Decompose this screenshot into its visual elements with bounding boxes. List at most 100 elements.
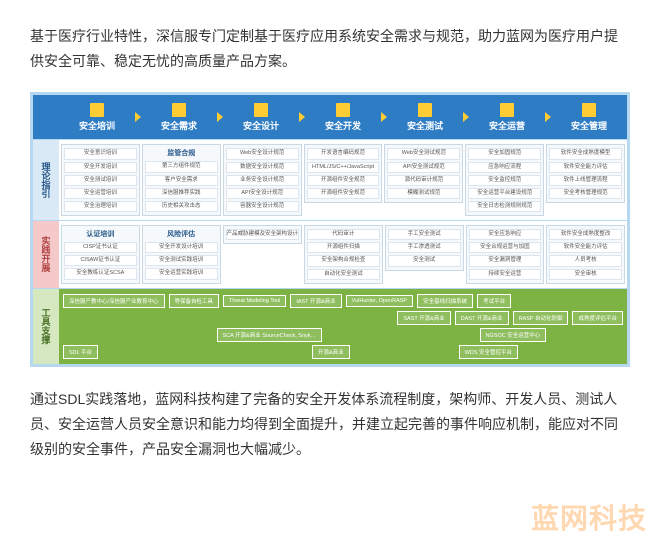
header-cell: 安全开发	[305, 103, 381, 132]
header-cell: 安全管理	[551, 103, 627, 132]
card-item: 软件安全能力评估	[549, 242, 622, 253]
tool-chip: 开源&商业	[312, 345, 350, 359]
diagram-col: Web安全测试规范API安全测试规范源代码审计规范模糊测试规范	[384, 144, 463, 216]
header-label: 安全运营	[489, 119, 525, 132]
card-item: CISP证书认证	[64, 242, 137, 253]
card-item: 人员考核	[549, 255, 622, 266]
tool-chip: 深信服产教中心/深信服产业教育中心	[63, 294, 165, 308]
card-item: 源代码审计规范	[387, 175, 460, 186]
header-cell: 安全需求	[141, 103, 217, 132]
diagram-card: 软件安全成熟度模型软件安全能力评估软件上线管理流程安全考核管理规范	[546, 144, 625, 203]
diagram-card: 认证培训 CISP证书认证 CISAW证书认证安全教练认证SCSA	[61, 225, 140, 283]
card-item: 安全应急响应	[469, 229, 542, 240]
tool-chip: VulHunter, OpenRASP	[346, 295, 413, 307]
diagram-card: 手工安全测试手工渗透测试安全测试	[385, 225, 464, 270]
tool-line: SDL 平台开源&商业WDS 安全管控平台	[63, 345, 623, 359]
diagram-card: Web安全设计规范数据安全设计规范业务安全设计规范API安全设计规范容器安全设计…	[223, 144, 302, 216]
header-label: 安全管理	[571, 119, 607, 132]
header-cell: 安全测试	[387, 103, 463, 132]
diagram-card: 监管合规第三方组件规范客户安全需求深信服推荐实践历史相关攻击态	[142, 144, 221, 216]
card-item: 软件安全成熟度模型	[549, 148, 622, 159]
tool-chip: 成熟度评估平台	[572, 311, 623, 325]
diagram-card: Web安全测试规范API安全测试规范源代码审计规范模糊测试规范	[384, 144, 463, 203]
card-title: 认证培训	[64, 229, 137, 240]
card-item: 安全审核	[549, 269, 622, 280]
tool-chip: SCA 开源&商业 SourceCheck, Snyk…	[217, 328, 323, 342]
header-cell: 安全运营	[469, 103, 545, 132]
diagram-col: 产品威胁建模及安全架构设计	[223, 225, 303, 284]
header-row: 安全培训 安全需求 安全设计 安全开发 安全测试 安全运营 安全	[33, 95, 627, 139]
card-item: 安全合规运营与加固	[469, 242, 542, 253]
card-title: 监管合规	[145, 148, 218, 159]
card-item: 应急响应流程	[468, 162, 541, 173]
tool-chip: IAST 开源&商业	[290, 294, 341, 308]
diagram-col: 监管合规第三方组件规范客户安全需求深信服推荐实践历史相关攻击态	[142, 144, 221, 216]
diagram-card: 安全应急响应安全合规运营与加固安全漏洞管理持续安全运营	[466, 225, 545, 284]
diagram-card: 安全加固规范应急响应流程安全监控规范安全运营平台建设规范安全日志检测规则规范	[465, 144, 544, 216]
card-item: 软件安全能力评估	[549, 162, 622, 173]
card-item: 自动化安全测试	[307, 269, 380, 280]
card-item: CISAW证书认证	[64, 255, 137, 266]
card-item: 安全教练认证SCSA	[64, 268, 137, 279]
diagram-col: 认证培训 CISP证书认证 CISAW证书认证安全教练认证SCSA	[61, 225, 140, 284]
card-item: 开源组件安全规范	[307, 175, 380, 186]
card-item: 安全监控规范	[468, 175, 541, 186]
diagram-card: 产品威胁建模及安全架构设计	[223, 225, 303, 244]
develop-icon	[336, 103, 350, 117]
card-item: 模糊测试规范	[387, 188, 460, 199]
card-item: 开源组件扫描	[307, 242, 380, 253]
header-cell: 安全培训	[59, 103, 135, 132]
card-item: 开源组件安全规范	[307, 188, 380, 199]
diagram-col: 安全加固规范应急响应流程安全监控规范安全运营平台建设规范安全日志检测规则规范	[465, 144, 544, 216]
tools-cells: 深信服产教中心/深信服产业教育中心等保备自检工具Threat Modeling …	[59, 289, 627, 364]
diagram-col: 安全应急响应安全合规运营与加固安全漏洞管理持续安全运营	[466, 225, 545, 284]
card-item: 安全测试	[388, 255, 461, 266]
header-label: 安全测试	[407, 119, 443, 132]
card-item: 安全开发培训	[64, 162, 137, 173]
tool-chip: NGSOC 安全运营中心	[480, 328, 547, 342]
tool-chip: SAST 开源&商业	[397, 311, 450, 325]
theory-cells: 安全意识培训安全开发培训安全测试培训安全运营培训安全治理培训监管合规第三方组件规…	[59, 140, 627, 220]
tool-line: 深信服产教中心/深信服产业教育中心等保备自检工具Threat Modeling …	[63, 294, 623, 308]
card-item: 第三方组件规范	[145, 161, 218, 172]
tool-chip: Threat Modeling Tool	[223, 295, 286, 307]
card-item: 代码审计	[307, 229, 380, 240]
diagram-col: 安全意识培训安全开发培训安全测试培训安全运营培训安全治理培训	[61, 144, 140, 216]
requirement-icon	[172, 103, 186, 117]
card-item: 安全意识培训	[64, 148, 137, 159]
tool-chip: 安全基线扫描系统	[417, 294, 473, 308]
diagram-col: 风险评估安全开发设计培训安全测试实践培训安全运营实践培训	[142, 225, 221, 284]
header-label: 安全培训	[79, 119, 115, 132]
diagram-card: 开发语言编码规范HTML/JS/C++/JavaScript开源组件安全规范开源…	[304, 144, 383, 203]
card-item: 客户安全需求	[145, 175, 218, 186]
card-item: 安全架构合规检查	[307, 255, 380, 266]
tool-chip: 考试平台	[477, 294, 511, 308]
header-label: 安全需求	[161, 119, 197, 132]
card-item: 安全运营平台建设规范	[468, 188, 541, 199]
theory-row: 理论指引 安全意识培训安全开发培训安全测试培训安全运营培训安全治理培训监管合规第…	[33, 139, 627, 220]
tool-chip: DAST 开源&商业	[455, 311, 509, 325]
card-item: 安全测试实践培训	[145, 255, 218, 266]
tools-row-label: 工具支撑	[33, 289, 59, 364]
diagram-col: Web安全设计规范数据安全设计规范业务安全设计规范API安全设计规范容器安全设计…	[223, 144, 302, 216]
card-item: 安全日志检测规则规范	[468, 201, 541, 212]
ops-icon	[500, 103, 514, 117]
tool-chip: SDL 平台	[63, 345, 98, 359]
card-item: 深信服推荐实践	[145, 188, 218, 199]
test-icon	[418, 103, 432, 117]
training-icon	[90, 103, 104, 117]
diagram-card: 安全意识培训安全开发培训安全测试培训安全运营培训安全治理培训	[61, 144, 140, 216]
diagram-col: 代码审计开源组件扫描安全架构合规检查自动化安全测试	[304, 225, 383, 284]
manage-icon	[582, 103, 596, 117]
card-item: 手工渗透测试	[388, 242, 461, 253]
card-item: API安全设计规范	[226, 188, 299, 199]
card-item: 产品威胁建模及安全架构设计	[226, 229, 300, 240]
diagram-card: 代码审计开源组件扫描安全架构合规检查自动化安全测试	[304, 225, 383, 284]
card-item: 安全开发设计培训	[145, 242, 218, 253]
card-item: 容器安全设计规范	[226, 201, 299, 212]
card-item: 安全测试培训	[64, 175, 137, 186]
card-item: 软件上线管理流程	[549, 175, 622, 186]
diagram-col: 手工安全测试手工渗透测试安全测试	[385, 225, 464, 284]
diagram-card: 风险评估安全开发设计培训安全测试实践培训安全运营实践培训	[142, 225, 221, 283]
practice-row: 实践开展 认证培训CISP证书认证CISAW证书认证安全教练认证SCSA风险评估…	[33, 220, 627, 288]
